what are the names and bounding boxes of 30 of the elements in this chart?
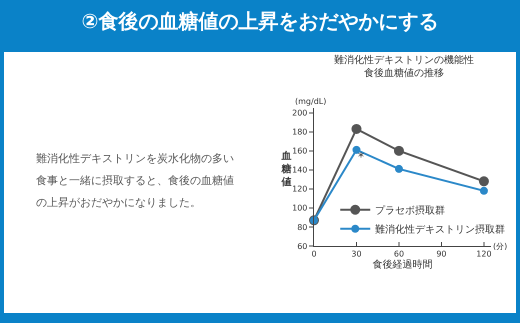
x-tick-label: 120 — [476, 250, 492, 259]
chart-title: 難消化性デキストリンの機能性 — [333, 54, 475, 67]
y-tick-label: 200 — [292, 108, 308, 118]
x-tick-label: 60 — [394, 250, 404, 259]
x-axis-title: 食後経過時間 — [372, 258, 432, 271]
x-tick-label: 90 — [436, 250, 447, 259]
point — [394, 146, 404, 156]
point — [352, 146, 360, 154]
y-tick-label: 80 — [297, 222, 308, 232]
text: (mg/dL) — [295, 97, 326, 106]
y-tick-label: 100 — [292, 204, 308, 213]
y-axis-title: 血糖値 — [281, 150, 292, 189]
y-tick-label: 60 — [297, 242, 308, 251]
y-tick-label: 140 — [292, 166, 308, 175]
legend-label: 難消化性デキストリン摂取群 — [375, 224, 506, 236]
point — [394, 164, 403, 173]
text: (分) — [493, 242, 508, 251]
point — [478, 176, 489, 186]
text: 難消化性デキストリンを炭水化物の多い食事と一緒に摂取すると、食後の血糖値の上昇がおだやかになりました。 — [36, 151, 235, 211]
legend-label: プラセボ摂取群 — [375, 204, 446, 217]
point — [480, 186, 488, 195]
y-tick-label: 160 — [292, 146, 308, 156]
x-tick-label: 0 — [311, 250, 317, 259]
chart-subtitle: 食後血糖値の推移 — [363, 67, 445, 80]
x-tick-label: 30 — [351, 250, 362, 259]
y-tick-label: 120 — [292, 184, 308, 194]
text: ②食後の血糖値の上昇をおだやかにする — [80, 8, 440, 35]
point — [351, 124, 362, 134]
y-tick-label: 180 — [292, 128, 308, 137]
annotation: * — [358, 150, 364, 164]
